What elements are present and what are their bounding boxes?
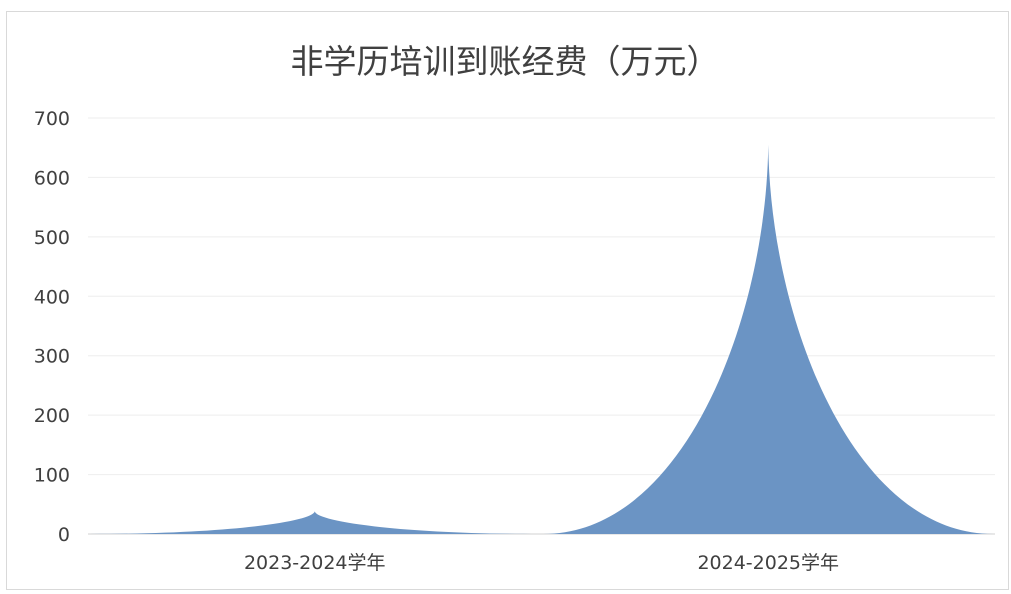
x-tick-label: 2024-2025学年 [697, 552, 839, 574]
data-marks [90, 144, 993, 534]
y-tick-label: 600 [34, 167, 70, 189]
chart-title: 非学历培训到账经费（万元） [291, 42, 720, 81]
y-tick-label: 0 [58, 524, 70, 546]
x-axis: 2023-2024学年 2024-2025学年 [244, 552, 839, 574]
y-tick-label: 700 [34, 108, 70, 130]
y-tick-label: 400 [34, 286, 70, 308]
y-tick-label: 500 [34, 227, 70, 249]
y-tick-label: 200 [34, 405, 70, 427]
y-tick-label: 300 [34, 346, 70, 368]
y-tick-label: 100 [34, 465, 70, 487]
area-peak-2024-2025学年 [543, 144, 993, 534]
y-axis: 0 100 200 300 400 500 600 700 [34, 108, 70, 546]
x-tick-label: 2023-2024学年 [244, 552, 386, 574]
area-peak-2023-2024学年 [90, 511, 540, 534]
